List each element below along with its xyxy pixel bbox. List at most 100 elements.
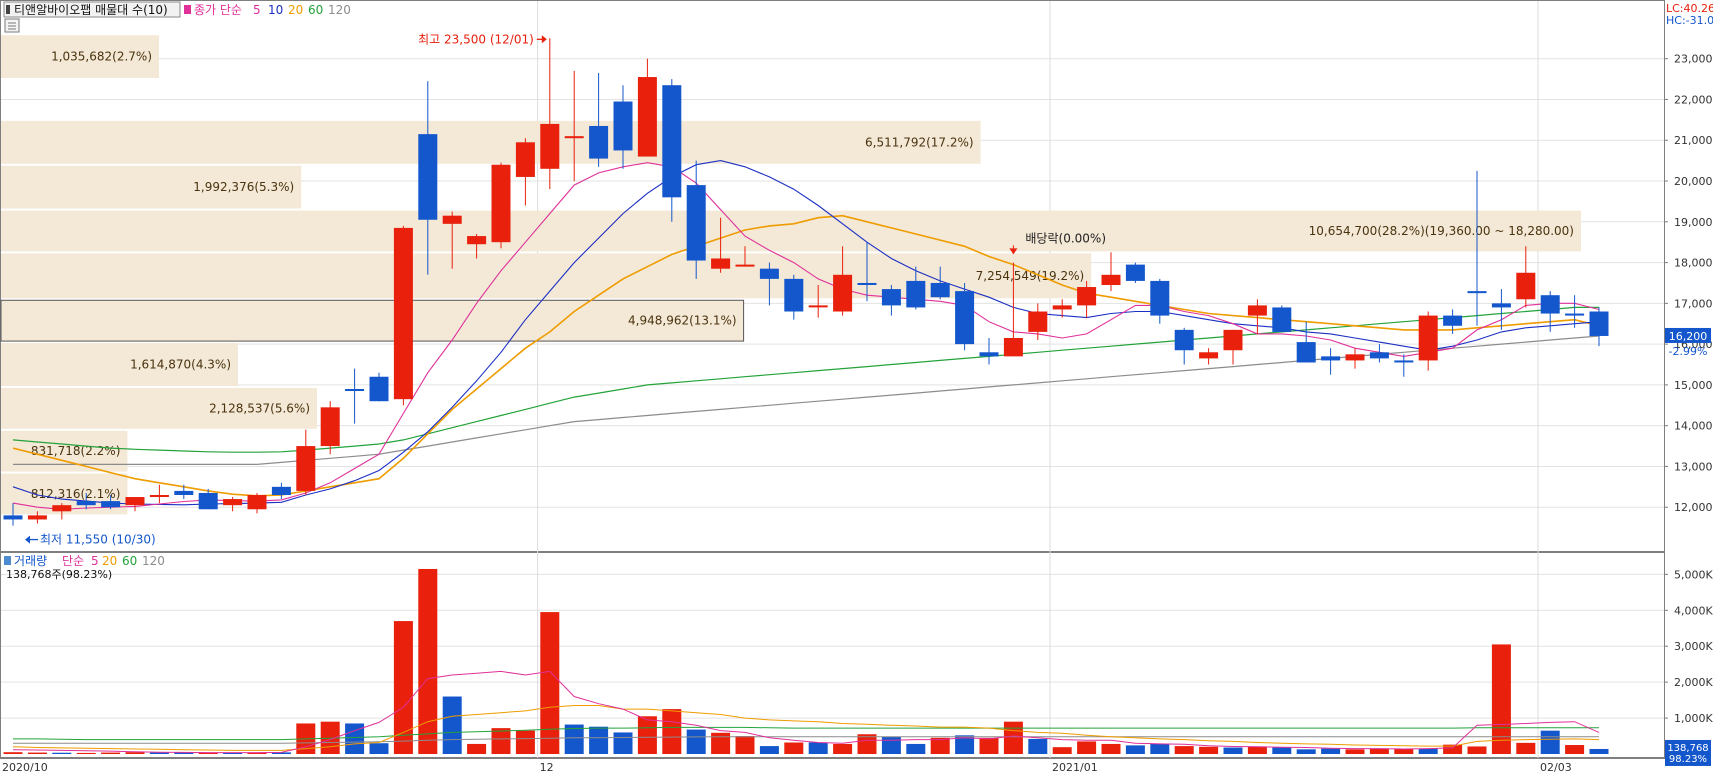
candlestick-layer	[3, 38, 1609, 526]
volume-ma60-line	[13, 726, 1599, 741]
ma10-line	[12, 160, 1600, 506]
last-price-label: 16,200	[1669, 330, 1708, 343]
ma60-line	[12, 306, 1599, 453]
volume-marker	[4, 556, 11, 565]
price-tick-label: 18,000	[1674, 257, 1713, 270]
candle-body	[515, 142, 535, 177]
title-box[interactable]	[3, 1, 181, 18]
candle-body	[955, 291, 975, 345]
candle-body	[1272, 307, 1292, 332]
volume-ma-120: 120	[142, 554, 165, 568]
chart-title: 티앤알바이오팹 매물대 수(10)	[14, 3, 168, 17]
volume-bar	[906, 743, 926, 754]
candle-body	[369, 376, 389, 402]
candle-body	[52, 505, 72, 512]
volume-bar	[1394, 748, 1414, 754]
price-tick-label: 23,000	[1674, 53, 1713, 66]
volume-ma5-line	[12, 670, 1600, 754]
candle-body	[857, 282, 877, 285]
low-arrow-head	[25, 535, 30, 544]
price-tick-label: 19,000	[1674, 216, 1713, 229]
volume-bar	[101, 752, 121, 754]
candle-body	[1491, 303, 1511, 308]
volume-ma-layer	[12, 670, 1600, 754]
volume-bar	[369, 743, 389, 754]
volume-bar	[1247, 746, 1267, 754]
candle-body	[686, 185, 706, 261]
price-tick-label: 14,000	[1674, 420, 1713, 433]
volume-bar	[1369, 748, 1389, 754]
volume-bar	[515, 730, 535, 754]
volume-ma120-line	[13, 736, 1599, 744]
candle-body	[442, 215, 462, 224]
volume-bar	[467, 743, 487, 754]
volume-title: 거래량	[14, 554, 47, 568]
candle-body	[1003, 338, 1023, 357]
price-tick-label: 21,000	[1674, 134, 1713, 147]
volume-profile-label: 812,316(2.1%)	[31, 487, 120, 501]
ma-period-5: 5	[253, 3, 261, 17]
volume-bar	[857, 734, 877, 754]
candle-body	[198, 492, 218, 510]
lc-label: LC:40.26	[1666, 2, 1713, 15]
volume-profile-label: 1,614,870(4.3%)	[130, 358, 231, 372]
candle-body	[1540, 295, 1560, 314]
candle-body	[1077, 287, 1097, 306]
volume-ma-60: 60	[122, 554, 137, 568]
candle-body	[491, 164, 511, 243]
candle-body	[1467, 291, 1487, 294]
volume-tick-label: 4,000K	[1674, 604, 1713, 617]
volume-profile-label: 2,128,537(5.6%)	[209, 401, 310, 415]
high-price-annotation: 최고 23,500 (12/01)	[418, 32, 534, 46]
hc-label: HC:-31.0	[1666, 14, 1713, 27]
low-price-annotation: 최저 11,550 (10/30)	[40, 533, 156, 547]
volume-bar	[540, 612, 560, 754]
candle-body	[1199, 352, 1219, 359]
candle-body	[613, 101, 633, 151]
volume-profile-bar	[1, 387, 317, 429]
candle-body	[1296, 342, 1316, 363]
ma-period-20: 20	[288, 3, 303, 17]
volume-bar	[76, 752, 96, 754]
candle-body	[564, 136, 584, 139]
last-price-badge	[1665, 327, 1711, 343]
candle-body	[930, 282, 950, 298]
volume-bar	[125, 752, 145, 754]
annotation-layer: 최고 23,500 (12/01) 최저 11,550 (10/30) 배당락(0.…	[25, 32, 1106, 547]
volume-bar	[1003, 721, 1023, 754]
volume-bar	[833, 743, 853, 754]
title-marker	[6, 5, 10, 14]
candle-body	[1101, 274, 1121, 285]
volume-bar	[637, 716, 657, 754]
candle-body	[1125, 264, 1145, 281]
candle-body	[1565, 313, 1585, 316]
candle-body	[125, 497, 145, 506]
ma-period-120: 120	[328, 3, 351, 17]
price-tick-label: 12,000	[1674, 501, 1713, 514]
price-tick-label: 15,000	[1674, 379, 1713, 392]
volume-bar	[1125, 745, 1145, 754]
candle-body	[662, 85, 682, 198]
volume-bar	[1589, 748, 1609, 754]
volume-bar	[3, 752, 23, 754]
volume-profile-label: 10,654,700(28.2%)(19,360.00 ~ 18,280.00)	[1309, 224, 1574, 238]
candle-body	[1150, 280, 1170, 316]
candle-body	[1321, 356, 1341, 361]
volume-bar	[613, 732, 633, 754]
xaxis-strip	[0, 758, 1713, 774]
ma20-line	[12, 214, 1600, 497]
volume-bar	[808, 742, 828, 754]
volume-bar	[52, 752, 72, 754]
volume-bar	[735, 736, 755, 754]
volume-bar	[1101, 743, 1121, 754]
volume-profile-label: 1,035,682(2.7%)	[51, 50, 152, 64]
volume-profile-bar	[1, 120, 981, 164]
candle-body	[1369, 352, 1389, 359]
volume-bar	[1150, 743, 1170, 754]
volume-profile-bar	[1, 35, 159, 79]
candle-body	[345, 388, 365, 392]
volume-bar	[491, 728, 511, 754]
date-label: 02/03	[1540, 761, 1572, 774]
candle-body	[1443, 315, 1463, 326]
volume-bar	[711, 732, 731, 754]
